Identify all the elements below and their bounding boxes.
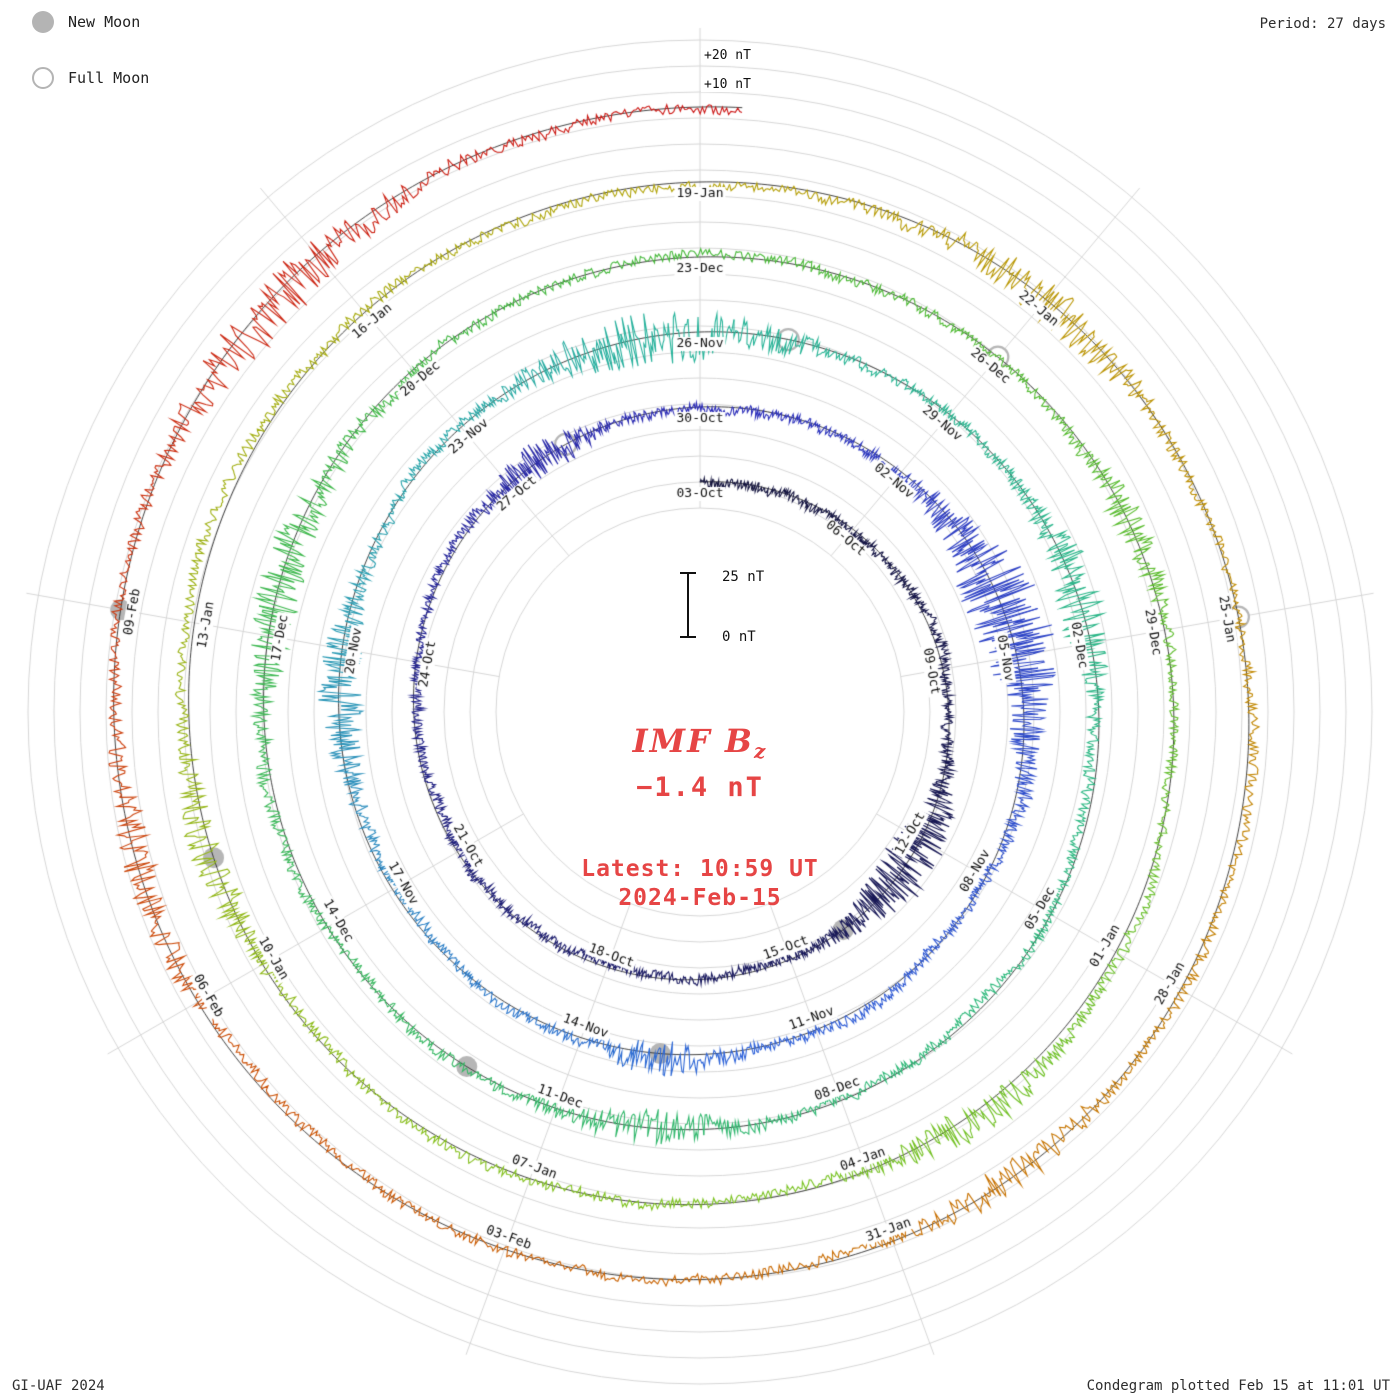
latest-value: −1.4 nT: [636, 772, 764, 803]
scale-bar-top-label: 25 nT: [722, 569, 765, 585]
moon-legend: New Moon Full Moon: [32, 8, 149, 120]
new-moon-label: New Moon: [68, 13, 141, 31]
new-moon-icon: [32, 11, 54, 33]
scale-bar-line: [687, 572, 689, 638]
latest-date: 2024-Feb-15: [618, 885, 782, 911]
full-moon-label: Full Moon: [68, 69, 150, 87]
full-moon-legend-row: Full Moon: [32, 64, 149, 92]
plotted-label: Condegram plotted Feb 15 at 11:01 UT: [1086, 1378, 1390, 1394]
plus20nt-label: +20 nT: [701, 48, 754, 63]
scale-bar-bottom-cap: [680, 636, 696, 638]
latest-time: Latest: 10:59 UT: [581, 856, 819, 882]
plus10nt-label: +10 nT: [701, 77, 754, 92]
chart-title-main: IMF B: [632, 722, 754, 760]
chart-title: IMF Bz: [400, 722, 1000, 763]
scale-bar-bottom-label: 0 nT: [722, 629, 756, 645]
new-moon-legend-row: New Moon: [32, 8, 149, 36]
chart-title-subscript: z: [753, 739, 768, 763]
scale-bar-top-cap: [680, 572, 696, 574]
period-label: Period: 27 days: [1259, 16, 1386, 32]
credit-label: GI-UAF 2024: [12, 1378, 105, 1394]
full-moon-icon: [32, 67, 54, 89]
